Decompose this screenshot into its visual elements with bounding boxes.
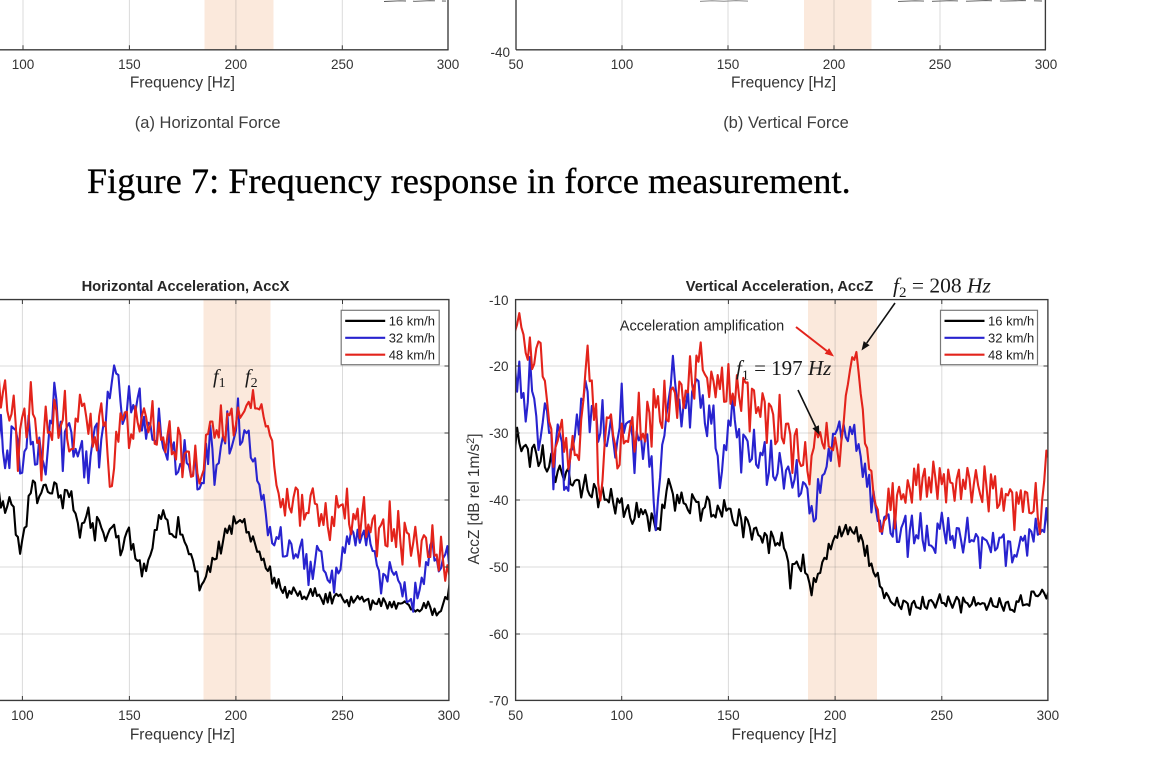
svg-text:-30: -30 bbox=[489, 426, 509, 441]
svg-text:200: 200 bbox=[823, 57, 846, 72]
svg-text:150: 150 bbox=[717, 708, 740, 723]
svg-text:100: 100 bbox=[12, 57, 35, 72]
svg-text:250: 250 bbox=[929, 57, 952, 72]
svg-text:-70: -70 bbox=[489, 694, 509, 709]
svg-text:Vertical Acceleration, AccZ: Vertical Acceleration, AccZ bbox=[686, 279, 874, 295]
svg-text:150: 150 bbox=[118, 708, 141, 723]
svg-text:AccZ [dB rel 1m/s2]: AccZ [dB rel 1m/s2] bbox=[465, 433, 483, 564]
svg-text:150: 150 bbox=[118, 57, 141, 72]
svg-text:Frequency [Hz]: Frequency [Hz] bbox=[731, 75, 836, 92]
svg-text:200: 200 bbox=[225, 708, 248, 723]
svg-text:16 km/h: 16 km/h bbox=[389, 314, 435, 329]
svg-text:(b) Vertical Force: (b) Vertical Force bbox=[723, 114, 849, 132]
svg-text:300: 300 bbox=[1035, 57, 1058, 72]
svg-text:250: 250 bbox=[331, 57, 354, 72]
svg-text:Frequency [Hz]: Frequency [Hz] bbox=[130, 75, 235, 92]
svg-text:f1 = 197 Hz: f1 = 197 Hz bbox=[736, 356, 831, 384]
svg-text:Figure 7: Frequency response i: Figure 7: Frequency response in force me… bbox=[87, 161, 851, 201]
svg-text:300: 300 bbox=[438, 708, 461, 723]
svg-text:-60: -60 bbox=[489, 627, 509, 642]
svg-text:(a) Horizontal Force: (a) Horizontal Force bbox=[135, 114, 281, 132]
svg-text:150: 150 bbox=[717, 57, 740, 72]
svg-text:100: 100 bbox=[610, 708, 633, 723]
svg-text:100: 100 bbox=[11, 708, 34, 723]
svg-text:Frequency [Hz]: Frequency [Hz] bbox=[731, 727, 836, 744]
svg-text:100: 100 bbox=[611, 57, 634, 72]
svg-text:50: 50 bbox=[508, 708, 523, 723]
svg-text:250: 250 bbox=[931, 708, 954, 723]
svg-text:32 km/h: 32 km/h bbox=[389, 331, 435, 346]
svg-text:Acceleration amplification: Acceleration amplification bbox=[620, 319, 784, 335]
svg-text:-10: -10 bbox=[489, 293, 509, 308]
svg-text:250: 250 bbox=[331, 708, 354, 723]
svg-text:48 km/h: 48 km/h bbox=[988, 347, 1034, 362]
svg-text:50: 50 bbox=[508, 57, 523, 72]
svg-text:48 km/h: 48 km/h bbox=[389, 347, 435, 362]
svg-text:-40: -40 bbox=[489, 493, 509, 508]
svg-text:300: 300 bbox=[1037, 708, 1060, 723]
svg-text:-50: -50 bbox=[489, 560, 509, 575]
svg-text:32 km/h: 32 km/h bbox=[988, 331, 1034, 346]
svg-text:300: 300 bbox=[437, 57, 460, 72]
svg-text:Frequency [Hz]: Frequency [Hz] bbox=[130, 727, 235, 744]
svg-text:-40: -40 bbox=[490, 45, 510, 60]
svg-text:16 km/h: 16 km/h bbox=[988, 314, 1034, 329]
svg-text:f2 = 208 Hz: f2 = 208 Hz bbox=[893, 274, 992, 302]
svg-text:Horizontal Acceleration, AccX: Horizontal Acceleration, AccX bbox=[82, 279, 290, 295]
svg-text:-20: -20 bbox=[489, 359, 509, 374]
svg-text:200: 200 bbox=[225, 57, 248, 72]
svg-text:200: 200 bbox=[824, 708, 847, 723]
